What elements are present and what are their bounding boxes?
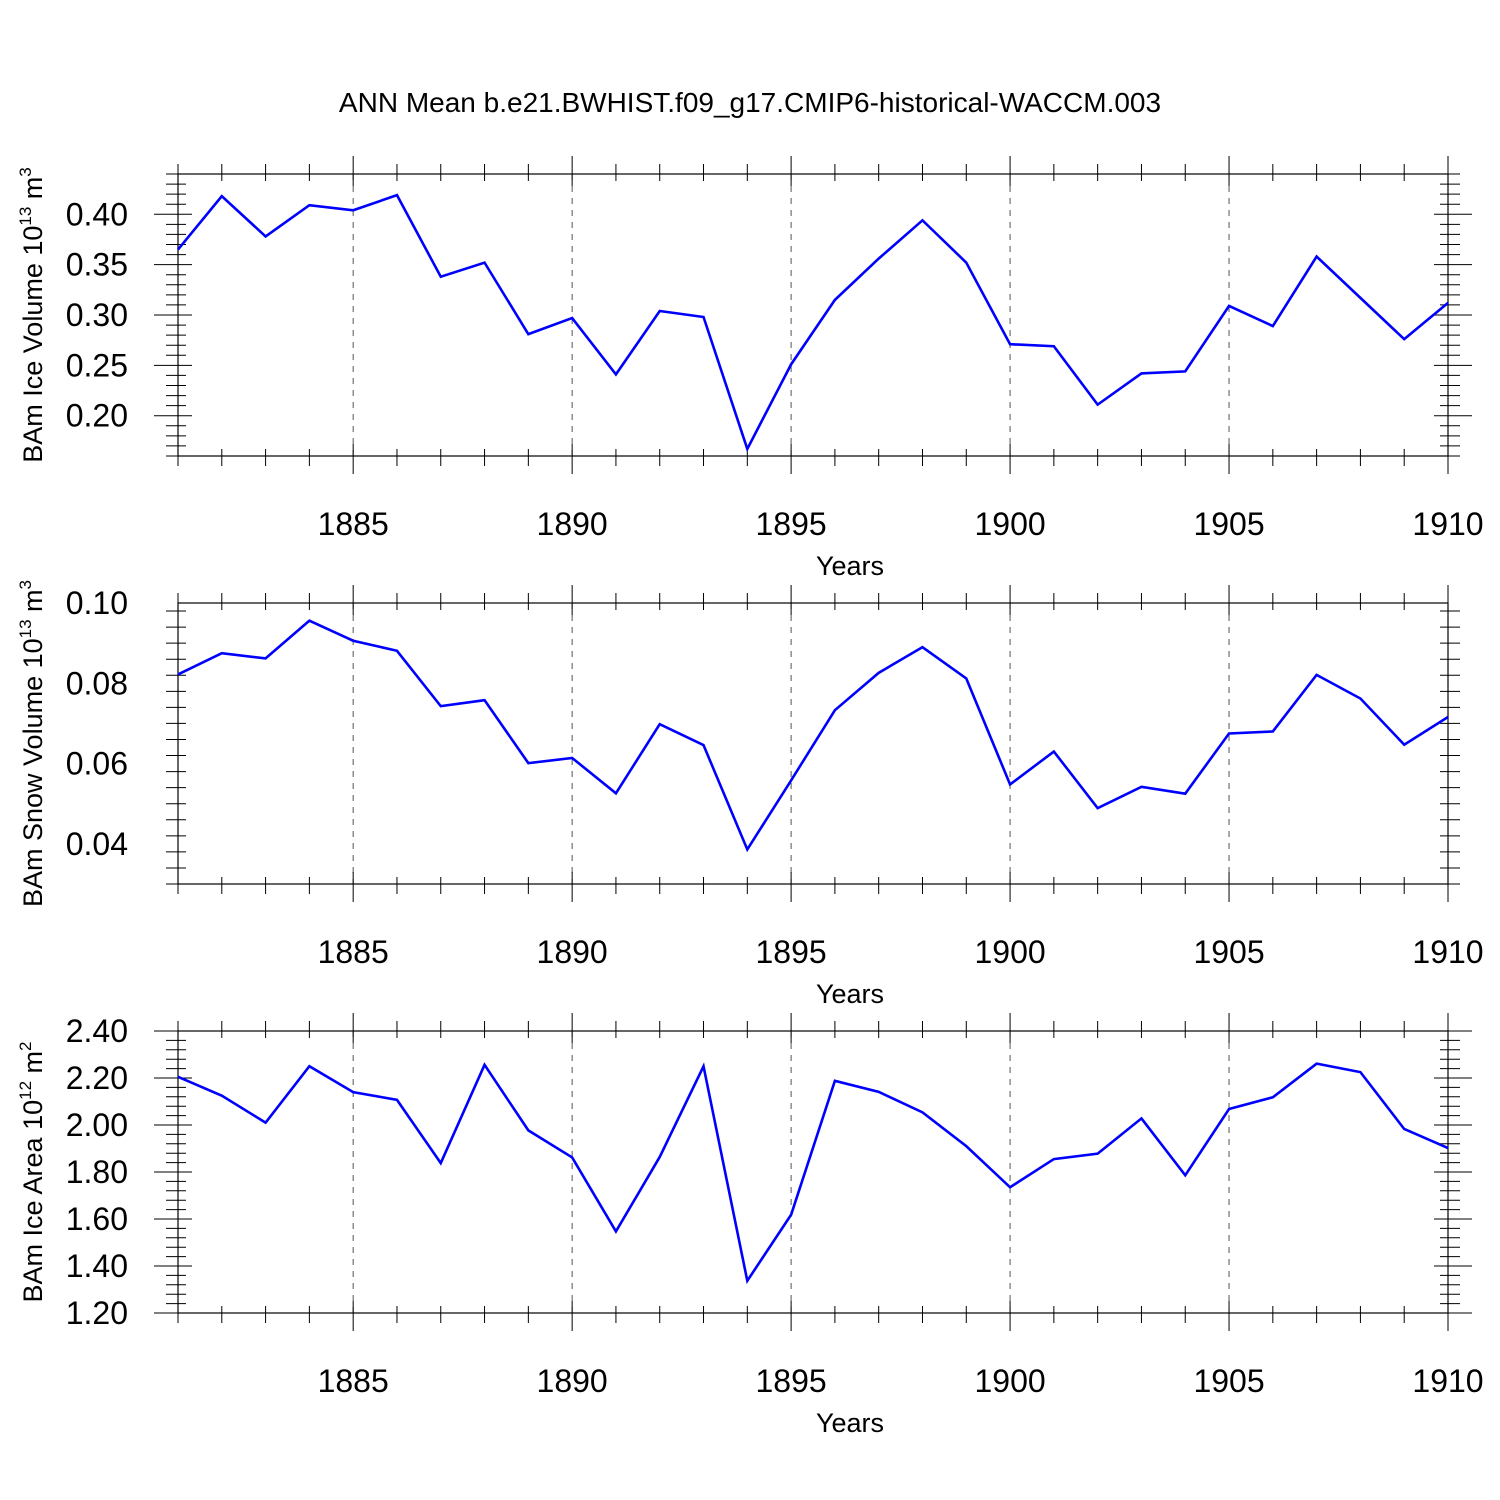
plot-frame [177, 1030, 1449, 1314]
y-axis-title: BAm Snow Volume 1013 m3 [16, 580, 48, 907]
chart-panel-3: 1885 1890 1895 1900 1905 1910 Years 1.20 1.40 1.6… [16, 1013, 1484, 1438]
y-tick-label: 0.30 [66, 297, 128, 333]
x-tick-label: 1910 [1412, 1363, 1483, 1399]
x-tick-label: 1885 [318, 1363, 389, 1399]
y-tick-label: 1.60 [66, 1201, 128, 1237]
x-axis-title: Years [816, 979, 884, 1009]
series-line [176, 193, 1449, 453]
x-axis-title: Years [816, 551, 884, 581]
plot-frame [177, 173, 1449, 457]
y-tick-label: 0.08 [66, 665, 128, 701]
x-tick-label: 1905 [1193, 1363, 1264, 1399]
y-tick-label: 0.35 [66, 247, 128, 283]
y-tick-label: 0.20 [66, 398, 128, 434]
plot-frame [177, 602, 1449, 885]
y-tick-label: 0.06 [66, 746, 128, 782]
y-axis-title: BAm Ice Volume 1013 m3 [16, 167, 48, 463]
x-tick-label: 1885 [318, 934, 389, 970]
x-axis-title: Years [816, 1408, 884, 1438]
x-tick-label: 1910 [1412, 934, 1483, 970]
x-tick-label: 1900 [974, 506, 1045, 542]
x-tick-label: 1895 [756, 1363, 827, 1399]
chart-panel-2: 1885 1890 1895 1900 1905 1910 Years 0.04 0.06 0.0… [16, 580, 1484, 1009]
x-tick-label: 1905 [1193, 506, 1264, 542]
x-tick-label: 1895 [756, 934, 827, 970]
y-tick-label: 2.20 [66, 1060, 128, 1096]
chart-panels: 1885 1890 1895 1900 1905 1910 Years 0.20 0.25 0.3… [16, 156, 1484, 1438]
series-line [177, 619, 1449, 853]
series-line [177, 1062, 1449, 1285]
y-tick-label: 0.04 [66, 826, 128, 862]
y-axis-title: BAm Ice Area 1012 m2 [16, 1042, 48, 1303]
x-tick-label: 1900 [974, 934, 1045, 970]
x-tick-label: 1885 [318, 506, 389, 542]
y-tick-label: 2.40 [66, 1013, 128, 1049]
y-tick-label: 2.00 [66, 1107, 128, 1143]
x-tick-label: 1895 [756, 506, 827, 542]
x-tick-label: 1900 [974, 1363, 1045, 1399]
x-tick-label: 1910 [1412, 506, 1483, 542]
x-tick-label: 1890 [537, 506, 608, 542]
y-tick-label: 0.40 [66, 196, 128, 232]
y-tick-label: 0.25 [66, 347, 128, 383]
figure-title: ANN Mean b.e21.BWHIST.f09_g17.CMIP6-hist… [339, 87, 1161, 118]
chart-panel-1: 1885 1890 1895 1900 1905 1910 Years 0.20 0.25 0.3… [16, 156, 1484, 581]
x-tick-label: 1905 [1193, 934, 1264, 970]
y-tick-label: 1.20 [66, 1295, 128, 1331]
y-tick-label: 1.80 [66, 1154, 128, 1190]
y-tick-label: 0.10 [66, 585, 128, 621]
y-tick-label: 1.40 [66, 1248, 128, 1284]
x-tick-label: 1890 [537, 1363, 608, 1399]
x-tick-label: 1890 [537, 934, 608, 970]
